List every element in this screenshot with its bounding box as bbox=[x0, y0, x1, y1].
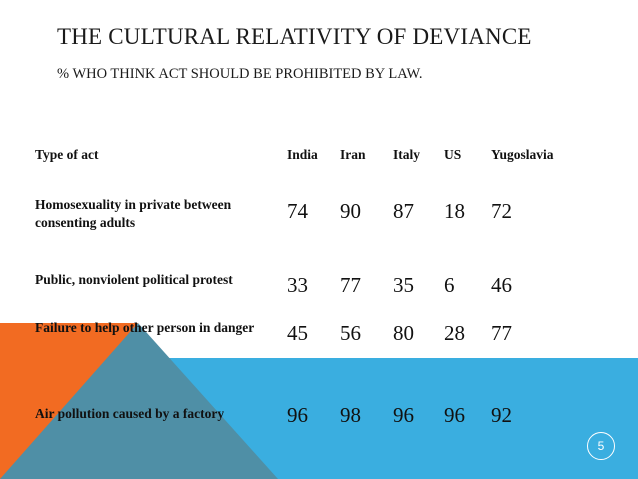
row-3-iran: 56 bbox=[340, 321, 361, 345]
page-title: THE CULTURAL RELATIVITY OF DEVIANCE bbox=[57, 24, 532, 49]
row-1-act: Homosexuality in private between consent… bbox=[35, 197, 232, 230]
header-iran: Iran bbox=[340, 147, 366, 162]
page-subtitle: % WHO THINK ACT SHOULD BE PROHIBITED BY … bbox=[57, 66, 423, 82]
row-4-act: Air pollution caused by a factory bbox=[35, 406, 225, 421]
row-2-yugoslavia: 46 bbox=[491, 273, 512, 297]
row-4-india: 96 bbox=[287, 403, 308, 427]
teal-triangle bbox=[0, 323, 278, 479]
header-type-of-act: Type of act bbox=[35, 147, 99, 162]
row-2-iran: 77 bbox=[340, 273, 361, 297]
row-1-us: 18 bbox=[444, 199, 465, 223]
row-2-us: 6 bbox=[444, 273, 455, 297]
row-4-us: 96 bbox=[444, 403, 465, 427]
row-3-act: Failure to help other person in danger bbox=[35, 320, 255, 335]
row-2-act: Public, nonviolent political protest bbox=[35, 272, 233, 287]
row-1-iran: 90 bbox=[340, 199, 361, 223]
header-us: US bbox=[444, 147, 462, 162]
row-3-india: 45 bbox=[287, 321, 308, 345]
row-3-italy: 80 bbox=[393, 321, 414, 345]
row-2-india: 33 bbox=[287, 273, 308, 297]
row-1-yugoslavia: 72 bbox=[491, 199, 512, 223]
row-4-italy: 96 bbox=[393, 403, 414, 427]
header-italy: Italy bbox=[393, 147, 420, 162]
row-3-yugoslavia: 77 bbox=[491, 321, 512, 345]
row-4-iran: 98 bbox=[340, 403, 361, 427]
row-3-us: 28 bbox=[444, 321, 465, 345]
row-4-yugoslavia: 92 bbox=[491, 403, 512, 427]
header-india: India bbox=[287, 147, 318, 162]
row-2-italy: 35 bbox=[393, 273, 414, 297]
header-yugoslavia: Yugoslavia bbox=[491, 147, 554, 162]
row-1-india: 74 bbox=[287, 199, 308, 223]
page-number-badge: 5 bbox=[587, 432, 615, 460]
row-1-italy: 87 bbox=[393, 199, 414, 223]
